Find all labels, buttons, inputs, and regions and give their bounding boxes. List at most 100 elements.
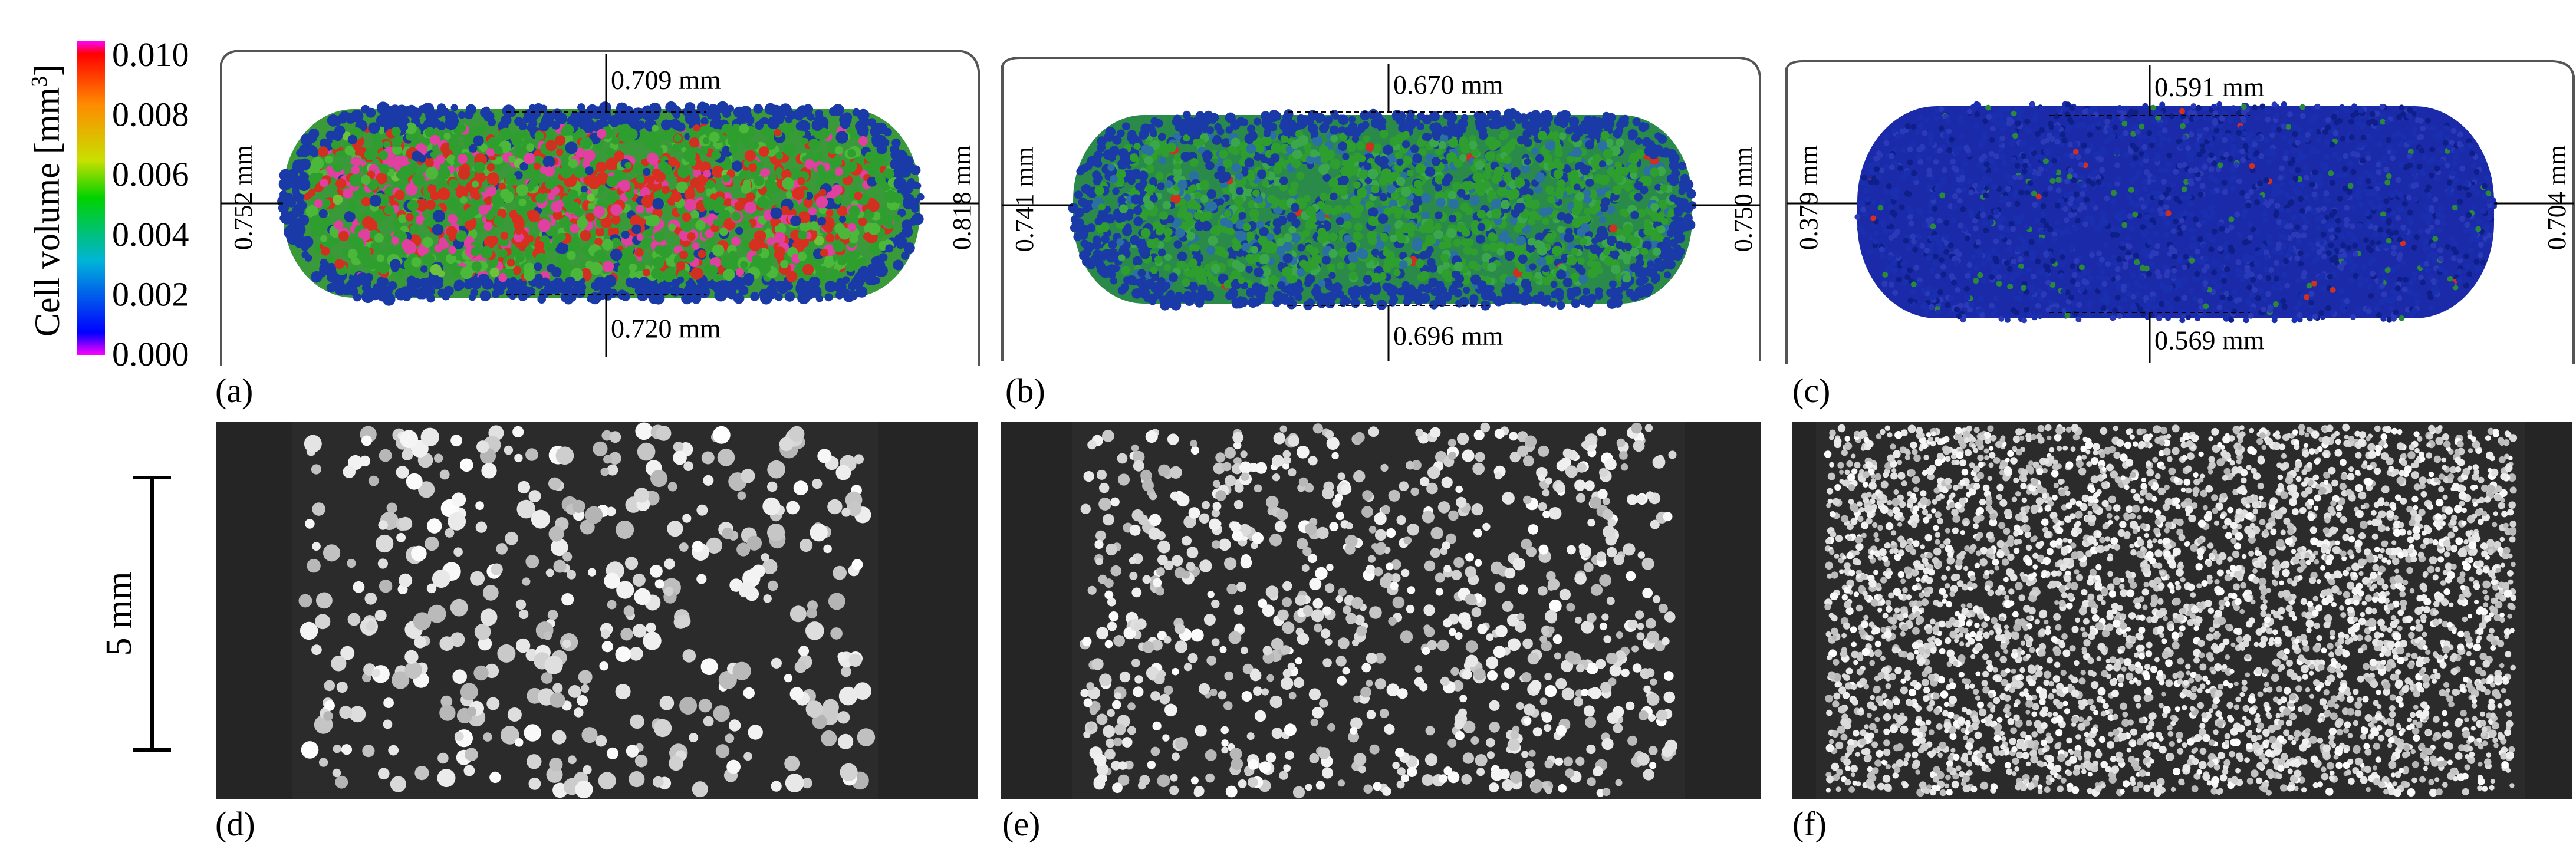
foam-cell bbox=[1319, 123, 1329, 133]
foam-cell bbox=[1194, 191, 1202, 199]
foam-cell bbox=[1357, 287, 1365, 295]
foam-cell bbox=[1436, 198, 1446, 208]
foam-cell bbox=[1595, 187, 1605, 197]
foam-cell bbox=[351, 165, 360, 175]
foam-cell bbox=[1463, 245, 1472, 255]
foam-cell bbox=[1556, 301, 1565, 310]
foam-cell bbox=[1503, 155, 1512, 164]
colorbar-label-end: ] bbox=[28, 64, 67, 76]
foam-cell bbox=[603, 274, 617, 288]
foam-cell bbox=[324, 155, 333, 164]
foam-cell bbox=[1478, 284, 1486, 292]
foam-cell bbox=[516, 184, 528, 196]
foam-cell bbox=[483, 111, 495, 122]
foam-cell bbox=[1155, 228, 1164, 236]
foam-cell bbox=[834, 146, 844, 155]
foam-cell bbox=[595, 227, 605, 237]
foam-cell bbox=[320, 235, 328, 242]
foam-cell bbox=[2228, 317, 2235, 323]
foam-cell bbox=[1328, 177, 1339, 188]
foam-cell bbox=[660, 119, 672, 130]
foam-cell bbox=[1320, 232, 1330, 242]
foam-cell bbox=[1585, 140, 1595, 150]
foam-cell bbox=[766, 237, 775, 246]
foam-cell bbox=[679, 250, 689, 259]
foam-cell bbox=[1656, 262, 1666, 272]
foam-cell bbox=[1650, 167, 1659, 177]
foam-cell bbox=[1431, 130, 1439, 138]
foam-cell bbox=[1660, 184, 1668, 192]
foam-cell bbox=[713, 274, 721, 282]
foam-cell bbox=[1121, 153, 1130, 162]
foam-cell bbox=[1173, 240, 1182, 249]
foam-cell bbox=[1461, 228, 1470, 237]
foam-cell bbox=[1604, 118, 1614, 128]
foam-cell bbox=[2078, 174, 2084, 180]
foam-cell bbox=[618, 180, 631, 192]
foam-cell bbox=[565, 277, 576, 287]
foam-cell bbox=[1262, 179, 1269, 187]
foam-cell bbox=[1571, 298, 1581, 308]
foam-cell bbox=[1420, 271, 1430, 281]
foam-cell bbox=[1353, 181, 1361, 189]
foam-cell bbox=[1531, 147, 1539, 155]
foam-cell bbox=[1605, 158, 1613, 166]
foam-cell bbox=[702, 137, 710, 144]
foam-cell bbox=[1545, 185, 1555, 195]
foam-cell bbox=[1678, 179, 1689, 189]
foam-cell bbox=[880, 214, 892, 226]
foam-cell bbox=[392, 138, 402, 147]
foam-cell bbox=[1440, 134, 1449, 143]
foam-cell bbox=[897, 209, 906, 218]
foam-cell bbox=[1238, 212, 1246, 220]
foam-cell bbox=[1458, 124, 1467, 134]
foam-cell bbox=[1635, 149, 1645, 159]
foam-cell bbox=[606, 192, 618, 203]
foam-cell bbox=[334, 259, 345, 269]
foam-cell bbox=[327, 114, 340, 127]
foam-cell bbox=[1144, 200, 1154, 210]
foam-cell bbox=[1177, 251, 1187, 262]
foam-cell bbox=[409, 107, 422, 120]
foam-cell bbox=[868, 223, 880, 235]
foam-cell bbox=[333, 162, 343, 172]
foam-cell bbox=[579, 136, 593, 150]
foam-cell bbox=[1453, 261, 1464, 272]
foam-cell bbox=[703, 198, 716, 211]
foam-cell bbox=[1416, 123, 1424, 131]
foam-cell bbox=[1356, 141, 1366, 151]
foam-cell bbox=[1487, 262, 1497, 272]
foam-cell bbox=[1166, 142, 1176, 153]
foam-cell bbox=[515, 253, 525, 263]
foam-cell bbox=[353, 293, 361, 302]
foam-cell bbox=[817, 164, 825, 173]
foam-cell bbox=[1595, 292, 1603, 300]
foam-cell bbox=[901, 182, 913, 195]
foam-cell bbox=[2384, 179, 2391, 186]
foam-cell bbox=[1683, 213, 1693, 223]
foam-cell bbox=[1343, 235, 1353, 243]
foam-cell bbox=[1515, 116, 1523, 124]
foam-cell bbox=[748, 163, 758, 172]
foam-cell bbox=[1358, 249, 1368, 259]
foam-cell bbox=[2285, 124, 2292, 130]
foam-cell bbox=[1400, 186, 1412, 198]
foam-cell bbox=[1647, 269, 1656, 278]
foam-cell bbox=[567, 251, 576, 261]
foam-cell bbox=[353, 278, 362, 287]
foam-cell bbox=[1502, 114, 1511, 124]
foam-cell bbox=[1683, 203, 1693, 213]
foam-cell bbox=[1545, 233, 1555, 243]
foam-cell bbox=[1548, 141, 1556, 149]
foam-cell bbox=[1251, 246, 1258, 254]
foam-cell bbox=[1263, 130, 1271, 137]
foam-cell bbox=[327, 255, 336, 264]
foam-cell bbox=[711, 150, 721, 160]
foam-cell bbox=[1552, 245, 1562, 256]
foam-cell bbox=[641, 107, 654, 120]
foam-cell bbox=[1339, 187, 1348, 196]
foam-cell bbox=[825, 209, 834, 217]
foam-cell bbox=[1195, 111, 1205, 121]
foam-cell bbox=[515, 226, 523, 235]
foam-cell bbox=[641, 195, 654, 208]
